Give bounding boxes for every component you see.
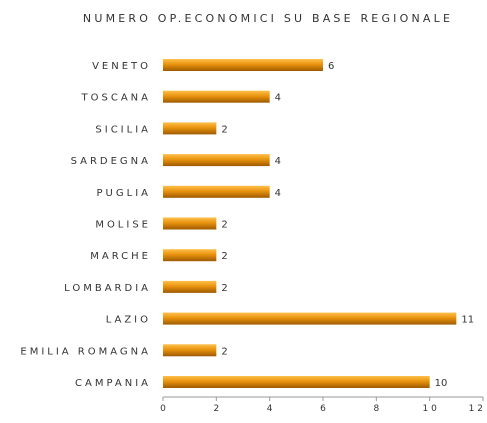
bar-marche (163, 249, 217, 262)
x-tick-label-4: 4 (267, 404, 273, 414)
category-label-puglia: PUGLIA (97, 188, 151, 199)
data-label-campania: 10 (435, 378, 448, 389)
bar-puglia (163, 185, 270, 198)
category-label-emilia-romagna: EMILIA ROMAGNA (20, 346, 151, 357)
category-label-campania: CAMPANIA (75, 378, 151, 389)
x-tick-label-0: 0 (160, 404, 166, 414)
data-label-lombardia: 2 (221, 283, 227, 294)
data-label-toscana: 4 (275, 93, 281, 104)
bar-sardegna (163, 154, 270, 167)
category-label-sardegna: SARDEGNA (71, 156, 151, 167)
bar-veneto (163, 59, 323, 71)
x-axis: 0 2 4 6 8 1 0 1 2 (160, 396, 484, 414)
bar-emilia-romagna (163, 344, 217, 357)
bar-toscana (163, 90, 270, 103)
category-label-molise: MOLISE (95, 220, 151, 231)
x-tick-label-10: 1 0 (423, 404, 438, 414)
data-label-veneto: 6 (328, 61, 334, 72)
category-label-veneto: VENETO (92, 61, 151, 72)
data-label-molise: 2 (221, 220, 227, 231)
bar-lombardia (163, 280, 217, 293)
bar-sicilia (163, 122, 217, 135)
category-label-lombardia: LOMBARDIA (64, 283, 151, 294)
data-label-sicilia: 2 (221, 124, 227, 135)
bar-campania (163, 376, 430, 388)
x-tick-label-8: 8 (373, 404, 379, 414)
category-label-toscana: TOSCANA (81, 93, 151, 104)
data-label-marche: 2 (221, 251, 227, 262)
bars-layer: VENETO 6 TOSCANA 4 SICILIA 2 SARDEGNA 4 PUGLIA 4 M… (20, 59, 474, 389)
data-label-emilia-romagna: 2 (221, 346, 227, 357)
bar-lazio (163, 312, 457, 325)
x-tick-label-2: 2 (213, 404, 219, 414)
chart-title: NUMERO OP.ECONOMICI SU BASE REGIONALE (83, 12, 453, 25)
category-label-lazio: LAZIO (106, 315, 151, 326)
data-label-puglia: 4 (275, 188, 281, 199)
bar-molise (163, 217, 217, 230)
category-label-sicilia: SICILIA (95, 124, 151, 135)
x-tick-label-6: 6 (320, 404, 326, 414)
data-label-lazio: 11 (461, 315, 474, 326)
data-label-sardegna: 4 (275, 156, 281, 167)
category-label-marche: MARCHE (90, 251, 151, 262)
x-tick-label-12: 1 2 (469, 404, 483, 414)
